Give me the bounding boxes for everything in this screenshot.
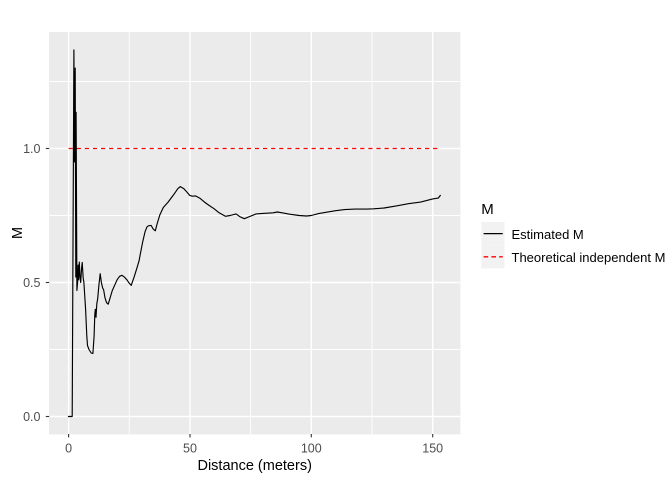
- svg-text:100: 100: [301, 442, 322, 456]
- svg-text:150: 150: [422, 442, 443, 456]
- svg-text:Estimated M: Estimated M: [512, 227, 584, 242]
- svg-text:Theoretical independent M: Theoretical independent M: [512, 250, 666, 265]
- svg-text:M: M: [481, 201, 494, 218]
- svg-text:0.5: 0.5: [23, 276, 40, 290]
- svg-text:1.0: 1.0: [23, 142, 40, 156]
- svg-text:Distance (meters): Distance (meters): [197, 458, 311, 474]
- svg-text:0: 0: [65, 442, 72, 456]
- svg-text:0.0: 0.0: [23, 410, 40, 424]
- svg-text:50: 50: [183, 442, 197, 456]
- svg-text:M: M: [10, 227, 26, 239]
